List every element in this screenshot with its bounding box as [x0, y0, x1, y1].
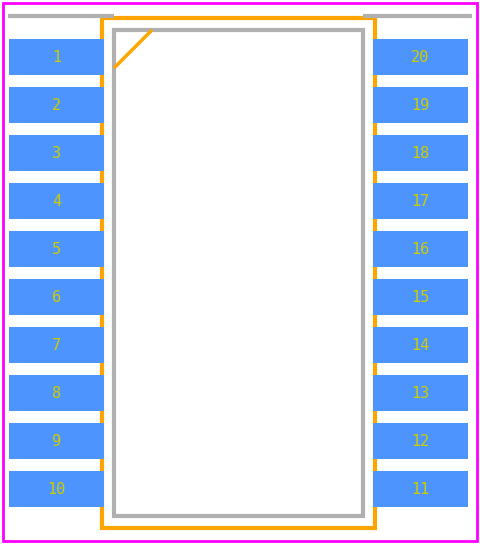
Text: 10: 10 [48, 481, 66, 497]
Bar [9, 471, 104, 507]
Bar [114, 30, 363, 516]
Bar [373, 87, 468, 123]
Text: 19: 19 [411, 97, 430, 113]
Text: 1: 1 [52, 50, 61, 65]
Bar [9, 423, 104, 459]
Bar [102, 18, 375, 528]
Bar [373, 327, 468, 363]
Bar [9, 231, 104, 267]
Text: 2: 2 [52, 97, 61, 113]
Text: 13: 13 [411, 386, 430, 400]
Text: 9: 9 [52, 434, 61, 448]
Text: 16: 16 [411, 242, 430, 257]
Bar [373, 135, 468, 171]
Bar [9, 135, 104, 171]
Bar [9, 279, 104, 315]
Text: 3: 3 [52, 145, 61, 160]
Bar [373, 471, 468, 507]
Bar [373, 183, 468, 219]
Text: 20: 20 [411, 50, 430, 65]
Text: 17: 17 [411, 194, 430, 208]
Text: 14: 14 [411, 337, 430, 353]
Bar [373, 279, 468, 315]
Text: 4: 4 [52, 194, 61, 208]
Text: 5: 5 [52, 242, 61, 257]
Text: 6: 6 [52, 289, 61, 305]
Bar [373, 375, 468, 411]
Bar [9, 39, 104, 75]
Text: 7: 7 [52, 337, 61, 353]
Text: 11: 11 [411, 481, 430, 497]
Text: 18: 18 [411, 145, 430, 160]
Bar [9, 87, 104, 123]
Bar [9, 183, 104, 219]
Text: 12: 12 [411, 434, 430, 448]
Bar [9, 327, 104, 363]
Text: 15: 15 [411, 289, 430, 305]
Bar [373, 423, 468, 459]
Bar [373, 231, 468, 267]
Bar [9, 375, 104, 411]
Bar [373, 39, 468, 75]
Text: 8: 8 [52, 386, 61, 400]
